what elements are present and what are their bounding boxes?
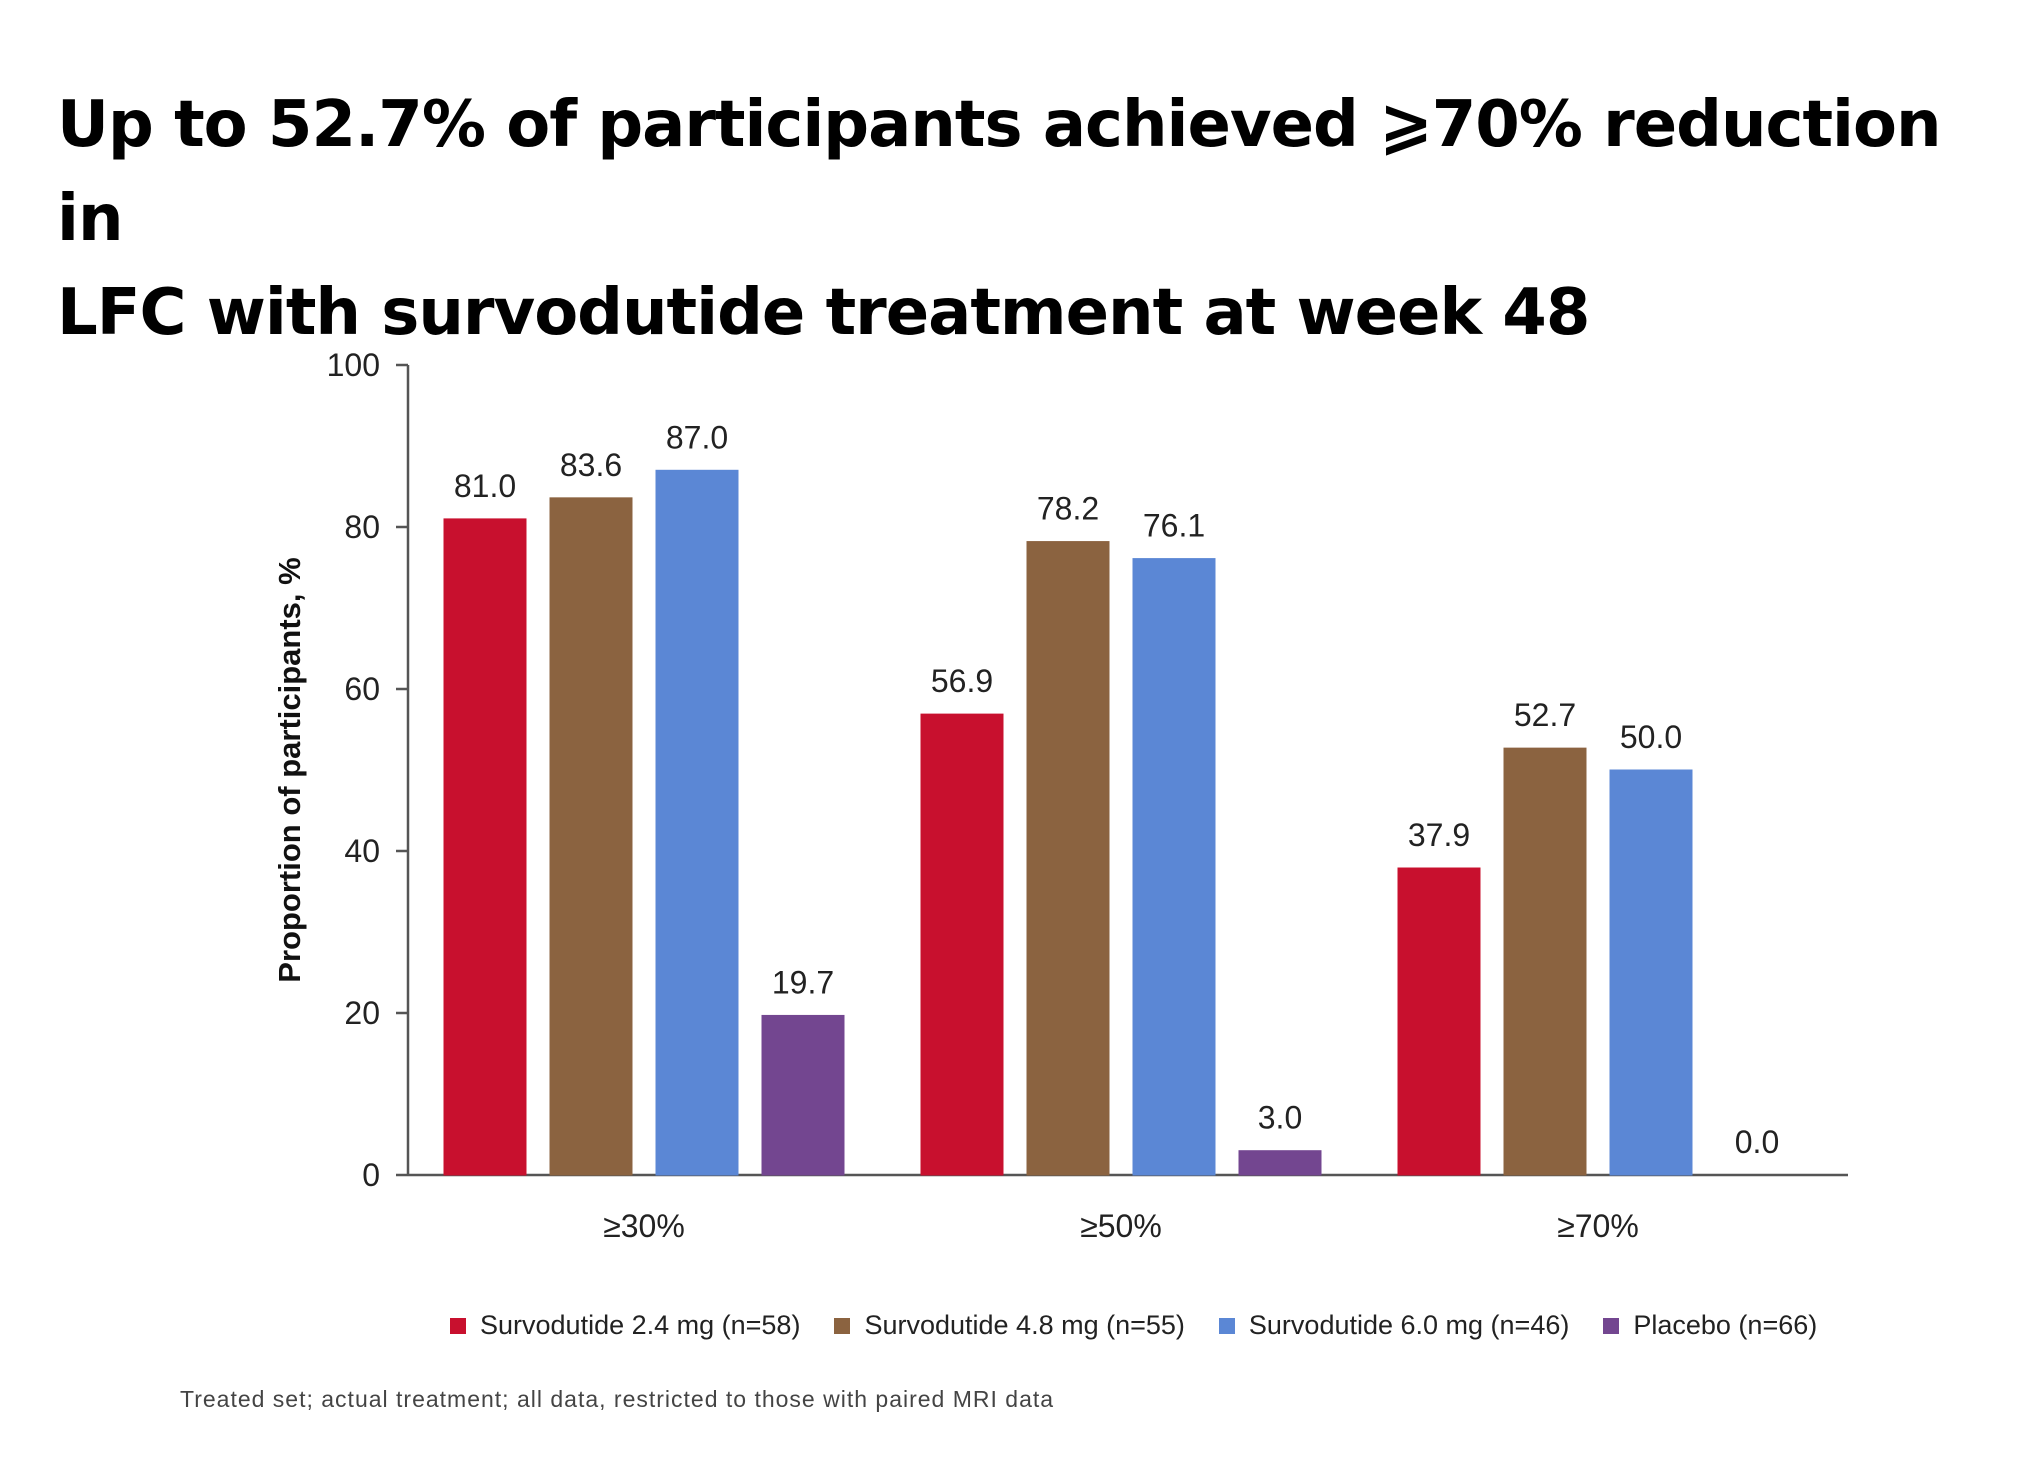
bar-data-label: 83.6 <box>560 447 622 483</box>
bar <box>920 713 1004 1176</box>
bar-data-label: 87.0 <box>666 419 728 455</box>
legend-item: Survodutide 2.4 mg (n=58) <box>450 1310 800 1341</box>
y-tick-label: 80 <box>344 509 380 545</box>
y-tick-label: 40 <box>344 833 380 869</box>
legend-swatch <box>1218 1317 1235 1334</box>
bar <box>1026 541 1110 1176</box>
legend-swatch <box>834 1317 851 1334</box>
bar <box>1503 747 1587 1176</box>
y-axis-title: Proportion of participants, % <box>272 557 307 982</box>
y-tick-label: 100 <box>327 347 380 383</box>
legend-item: Survodutide 4.8 mg (n=55) <box>834 1310 1185 1341</box>
chart-axes: 0 20 40 60 80 100 Proportion of participants, … <box>272 347 1848 1244</box>
bar-data-label: 78.2 <box>1037 491 1099 527</box>
bar <box>1609 769 1693 1176</box>
y-tick-label: 20 <box>344 995 380 1031</box>
legend-label: Survodutide 4.8 mg (n=55) <box>864 1310 1185 1340</box>
bar <box>761 1014 845 1176</box>
bar-data-label: 37.9 <box>1408 817 1470 853</box>
x-category-label: ≥70% <box>1557 1208 1639 1244</box>
y-tick-label: 60 <box>344 671 380 707</box>
chart-legend: Survodutide 2.4 mg (n=58) Survodutide 4.8… <box>450 1310 1817 1341</box>
legend-swatch <box>1603 1317 1620 1334</box>
bar-data-label: 3.0 <box>1258 1100 1302 1136</box>
legend-item: Placebo (n=66) <box>1603 1310 1817 1341</box>
bar <box>443 518 527 1176</box>
chart-headline: Up to 52.7% of participants achieved ⩾70… <box>57 78 1997 360</box>
bar-data-label: 50.0 <box>1620 719 1682 755</box>
bar-data-label: 81.0 <box>454 468 516 504</box>
bar <box>1132 558 1216 1176</box>
bar-data-label: 19.7 <box>772 964 834 1000</box>
bar-data-label: 56.9 <box>931 663 993 699</box>
bar <box>1238 1150 1322 1176</box>
legend-label: Survodutide 6.0 mg (n=46) <box>1248 1310 1570 1340</box>
chart-data-labels: 81.0 83.6 87.0 19.7 56.9 78.2 76.1 3.0 37.9 52.7 5… <box>454 419 1779 1160</box>
bar <box>1397 867 1481 1176</box>
legend-label: Placebo (n=66) <box>1633 1310 1818 1340</box>
bar-data-label: 52.7 <box>1514 697 1576 733</box>
bar <box>655 469 739 1176</box>
headline-line-1: Up to 52.7% of participants achieved ⩾70… <box>57 88 1942 256</box>
bar-data-label: 0.0 <box>1735 1124 1779 1160</box>
headline-line-2: LFC with survodutide treatment at week 4… <box>57 276 1590 350</box>
legend-item: Survodutide 6.0 mg (n=46) <box>1218 1310 1570 1341</box>
legend-label: Survodutide 2.4 mg (n=58) <box>480 1310 801 1340</box>
footnote: Treated set; actual treatment; all data,… <box>180 1386 1055 1412</box>
bar <box>549 497 633 1176</box>
x-category-label: ≥50% <box>1080 1208 1162 1244</box>
bar-data-label: 76.1 <box>1143 508 1205 544</box>
chart-bars <box>443 469 1693 1176</box>
x-category-label: ≥30% <box>603 1208 685 1244</box>
legend-swatch <box>450 1317 466 1334</box>
y-tick-label: 0 <box>362 1157 380 1193</box>
